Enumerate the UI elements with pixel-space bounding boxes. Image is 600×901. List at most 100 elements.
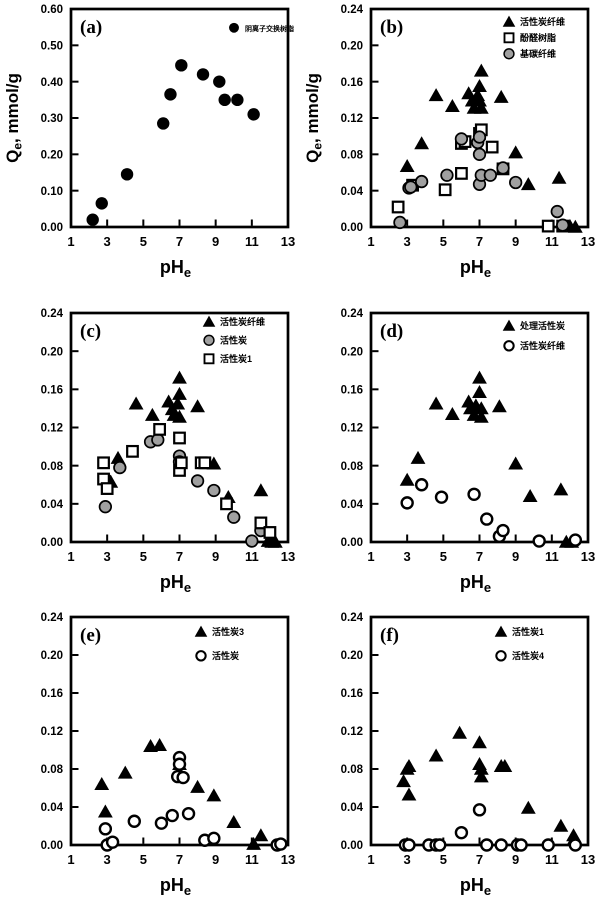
data-point <box>568 533 583 547</box>
data-point <box>181 806 196 821</box>
y-tick-label: 0.04 <box>341 186 364 198</box>
y-tick-label: 0.16 <box>341 688 363 700</box>
data-point <box>414 136 430 150</box>
plot-border <box>69 311 290 544</box>
y-axis-label: Qe, mmol/g <box>3 73 25 163</box>
y-tick-label: 0.00 <box>41 222 63 234</box>
data-point <box>483 168 498 182</box>
legend-label: 基碳纤维 <box>519 48 556 59</box>
legend-label: 活性炭3 <box>212 626 244 637</box>
legend-marker <box>202 315 216 327</box>
plot-border <box>69 615 290 847</box>
data-point <box>568 838 583 852</box>
data-point <box>433 838 447 852</box>
data-point <box>393 215 407 230</box>
y-tick-label: 0.00 <box>41 840 63 852</box>
legend-label: 活性炭纤维 <box>520 16 565 27</box>
data-point <box>98 500 113 514</box>
legend-label: 活性炭 <box>220 335 247 346</box>
data-point <box>175 59 188 72</box>
data-point <box>198 456 212 470</box>
data-point <box>472 130 487 144</box>
data-point <box>86 213 99 226</box>
plot-border <box>369 7 590 229</box>
legend-label: 活性炭纤维 <box>220 316 265 327</box>
panel-f: 0.00 0.04 0.08 0.12 0.16 0.20 0.24 1 3 5 7 9 11 13 pHe… <box>300 600 600 901</box>
legend-marker <box>502 319 516 331</box>
x-tick-label: 13 <box>281 852 295 867</box>
legend-marker <box>194 625 208 637</box>
x-tick-label: 3 <box>404 852 411 867</box>
panel-label: (c) <box>80 321 101 342</box>
data-point <box>94 777 110 790</box>
y-tick-label: 0.12 <box>341 423 363 435</box>
data-point <box>172 370 187 384</box>
data-point <box>467 487 481 501</box>
data-point <box>520 800 536 814</box>
y-tick-label: 0.08 <box>341 150 364 162</box>
data-point <box>399 472 415 486</box>
x-tick-label: 5 <box>140 234 147 249</box>
x-tick-label: 5 <box>440 549 447 564</box>
y-tick-label: 0.16 <box>341 385 363 397</box>
x-tick-label: 1 <box>67 234 74 249</box>
data-point <box>170 396 186 410</box>
data-point <box>126 444 139 458</box>
x-axis-label: pHe <box>460 572 491 595</box>
data-point <box>473 409 489 423</box>
data-point <box>164 88 177 101</box>
legend-marker <box>503 48 515 60</box>
y-tick-label: 0.40 <box>41 77 63 89</box>
data-point <box>151 433 165 447</box>
y-tick-label: 0.24 <box>41 612 64 624</box>
data-point <box>213 75 226 88</box>
data-point <box>98 822 113 836</box>
data-point <box>226 815 242 828</box>
data-point <box>472 79 487 93</box>
data-point <box>245 534 259 548</box>
data-point <box>461 394 477 408</box>
y-tick-label: 0.00 <box>41 537 63 549</box>
y-tick-label: 0.20 <box>41 150 63 162</box>
plot-border <box>369 311 590 544</box>
panel-e: 0.00 0.04 0.08 0.12 0.16 0.20 0.24 1 3 5 7 9 11 13 pHe… <box>0 600 300 901</box>
legend-marker <box>503 32 515 44</box>
y-tick-label: 0.20 <box>341 41 363 53</box>
data-point <box>113 460 127 475</box>
data-point <box>508 456 524 470</box>
x-axis-label: pHe <box>460 875 491 898</box>
legend-marker <box>195 650 207 662</box>
data-point <box>444 406 460 420</box>
data-point <box>480 838 494 852</box>
data-point <box>473 761 489 775</box>
data-point <box>207 831 221 846</box>
x-tick-label: 1 <box>367 852 374 867</box>
data-point <box>97 456 110 470</box>
y-tick-label: 0.10 <box>41 186 63 198</box>
x-tick-label: 9 <box>512 549 519 564</box>
data-point <box>176 770 190 785</box>
x-tick-label: 9 <box>212 234 219 249</box>
legend-label: 活性炭纤维 <box>520 340 565 351</box>
data-point <box>172 409 187 423</box>
data-point <box>472 93 487 107</box>
chart-f: 0.000.040.080.120.160.200.241 3 5 7 9 11 13pHe… <box>341 612 596 898</box>
x-tick-label: 11 <box>245 234 259 249</box>
x-axis-label: pHe <box>160 257 191 280</box>
data-point <box>520 177 536 191</box>
data-point <box>428 748 444 762</box>
data-point <box>473 769 489 783</box>
legend-marker <box>203 334 215 346</box>
x-tick-label: 13 <box>281 234 295 249</box>
data-point <box>434 490 449 504</box>
data-point <box>473 401 489 415</box>
y-axis-label: Qe, mmol/g <box>303 73 325 163</box>
data-point <box>550 204 564 219</box>
data-point <box>428 396 444 410</box>
data-point <box>218 93 231 107</box>
data-point <box>522 489 538 502</box>
data-point <box>567 219 583 233</box>
data-point <box>227 510 241 524</box>
data-point <box>472 147 487 161</box>
y-tick-label: 0.24 <box>341 612 364 624</box>
